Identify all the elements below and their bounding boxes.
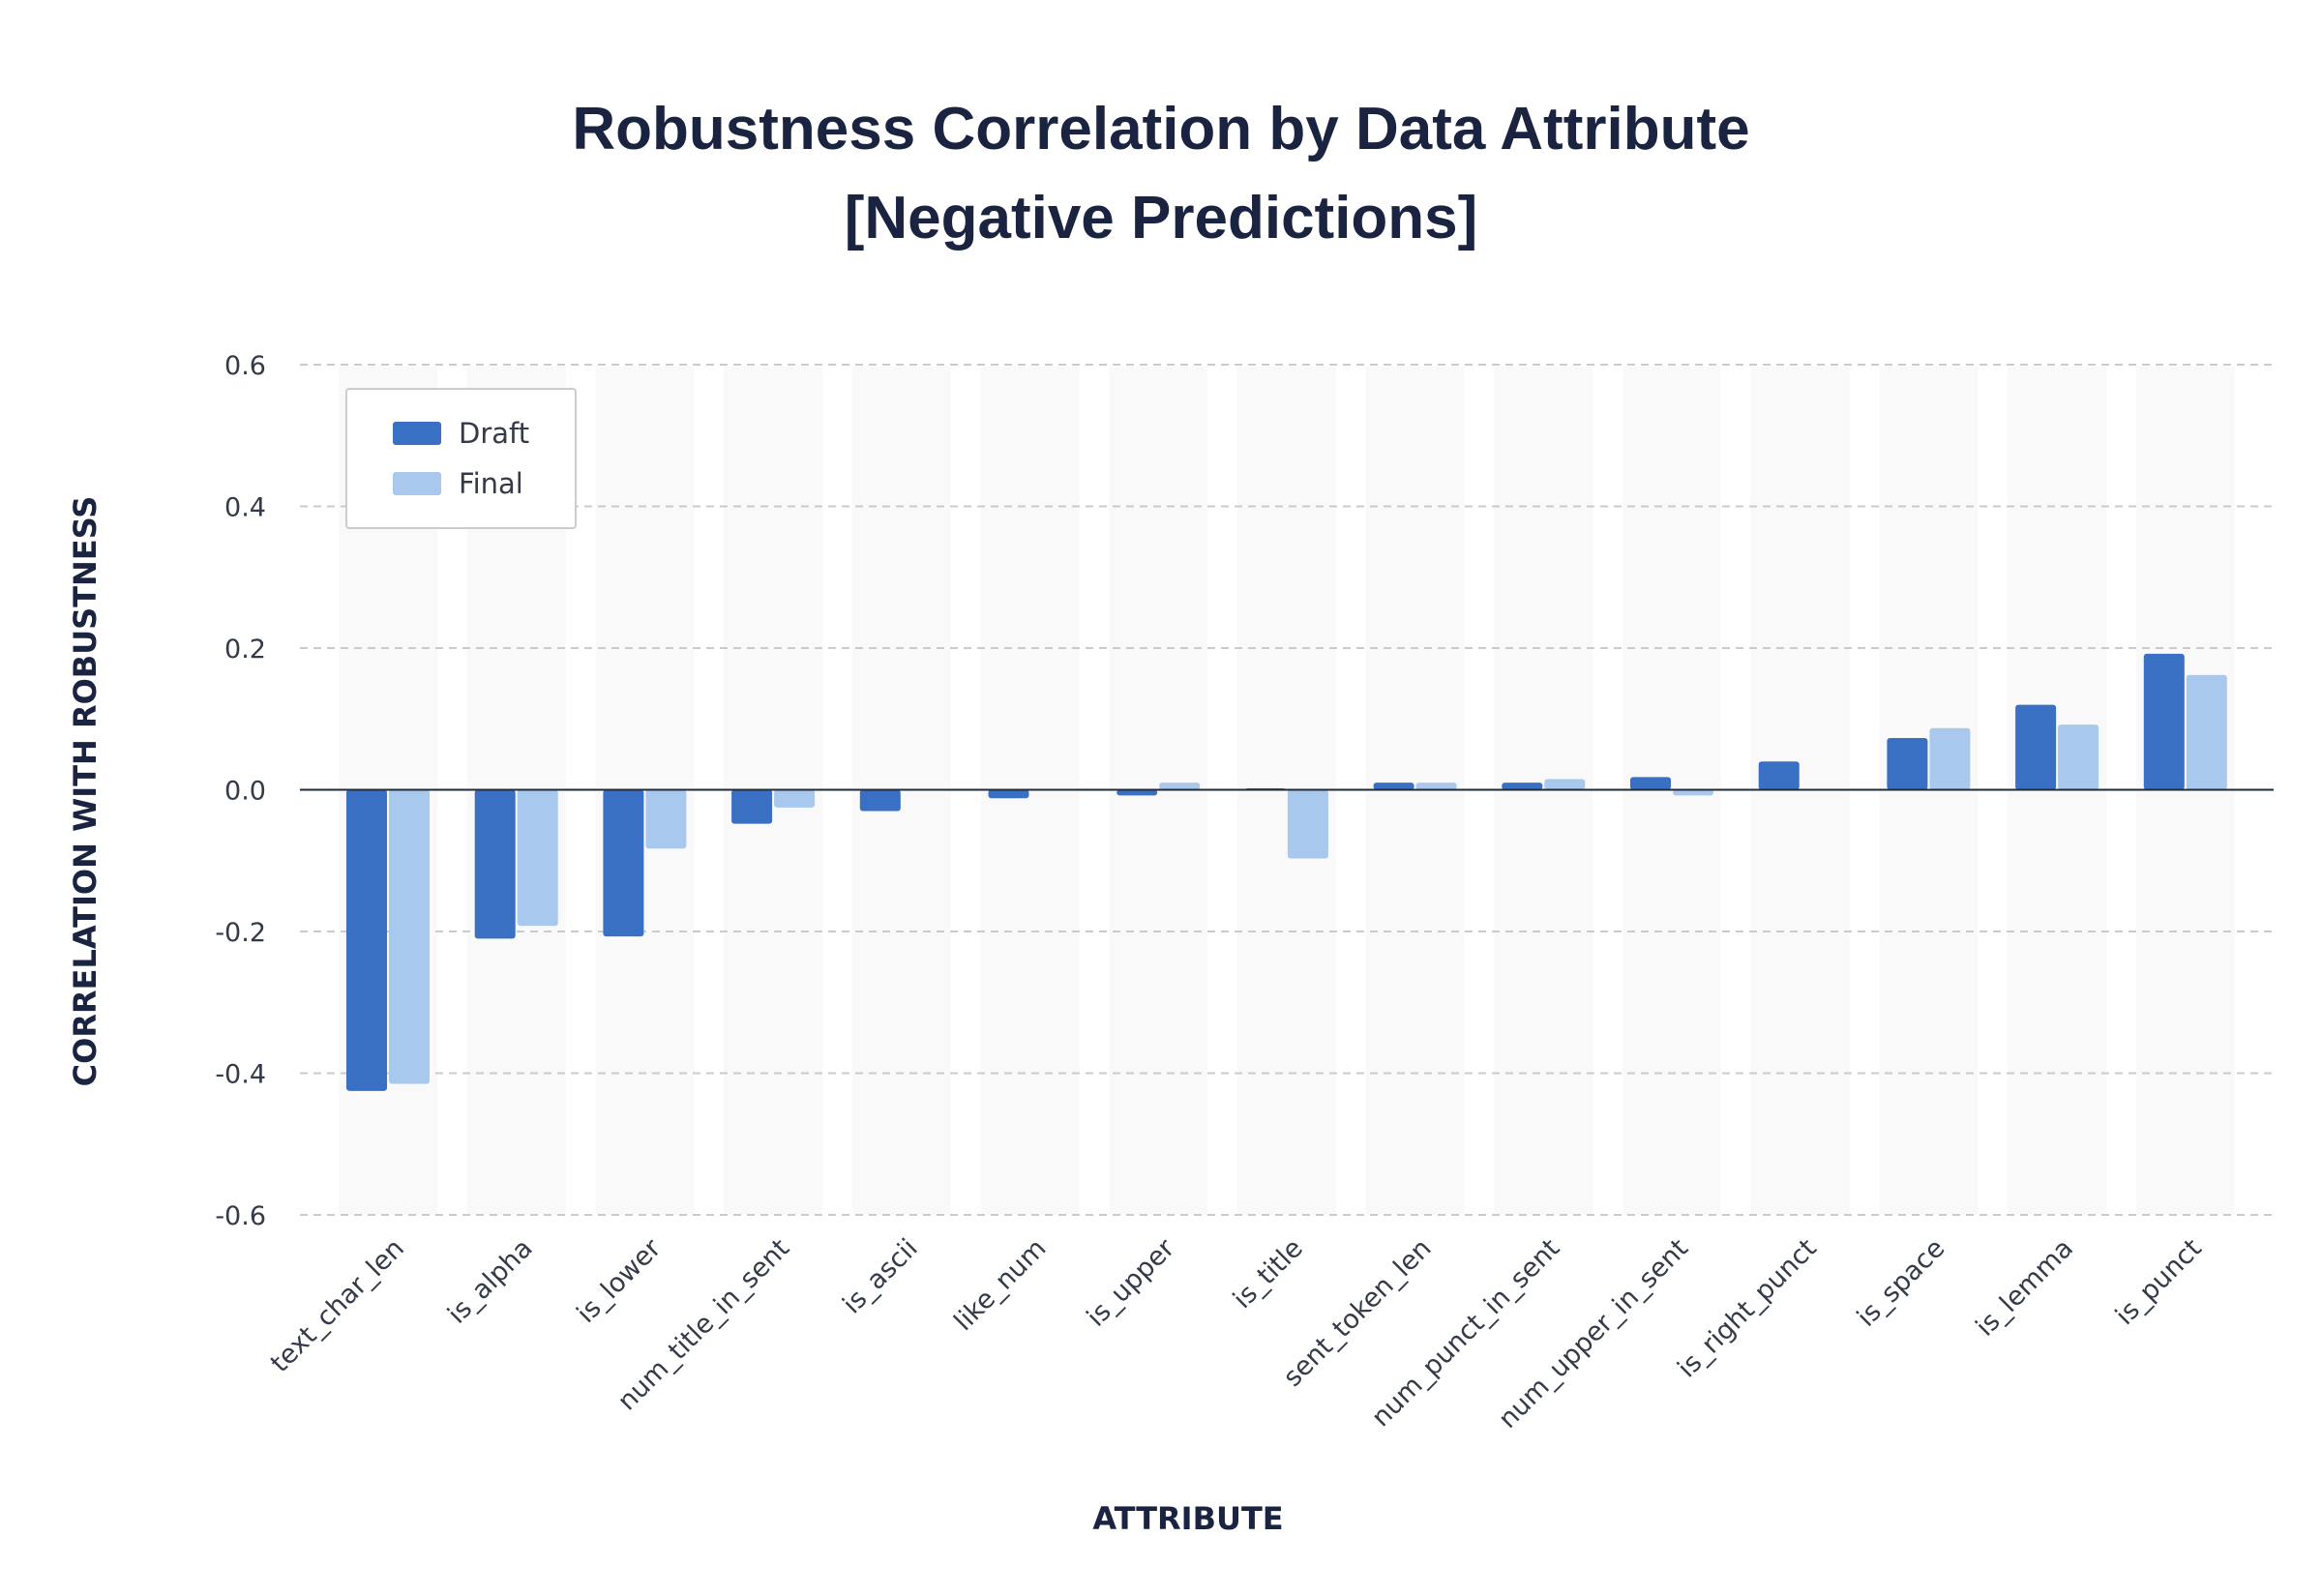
bar-final-is-title	[1287, 789, 1328, 859]
legend-swatch-draft	[393, 422, 441, 445]
bar-final-is-alpha	[517, 789, 558, 927]
y-tick-label: 0.6	[224, 351, 266, 381]
chart-title: Robustness Correlation by Data Attribute…	[0, 85, 2322, 263]
bar-final-num-upper-in-sent	[1673, 789, 1713, 796]
bar-final-is-upper	[1159, 783, 1201, 790]
bar-draft-is-lemma	[2015, 704, 2057, 790]
bar-draft-is-lower	[603, 789, 644, 937]
bar-draft-like-num	[988, 789, 1029, 799]
x-tick-label: is_right_punct	[1672, 1233, 1822, 1383]
bar-draft-is-punct	[2143, 653, 2185, 790]
bar-draft-num-upper-in-sent	[1630, 777, 1671, 790]
x-tick-label: text_char_len	[265, 1233, 410, 1378]
legend: Draft Final	[345, 388, 577, 529]
bar-final-is-punct	[2186, 674, 2227, 790]
chart-subtitle: [Negative Predictions]	[844, 185, 1478, 251]
gridlines	[300, 364, 2274, 1216]
x-tick-label: is_punct	[2110, 1233, 2208, 1331]
bar-final-is-lower	[645, 789, 687, 849]
x-tick-label: is_title	[1228, 1233, 1309, 1315]
x-tick-label: is_lower	[571, 1232, 668, 1329]
y-tick-label: 0.0	[224, 777, 266, 807]
bar-final-is-space	[1929, 727, 1971, 790]
bar-draft-is-space	[1887, 738, 1928, 790]
bar-draft-is-upper	[1116, 789, 1158, 796]
bar-draft-text-char-len	[346, 789, 387, 1091]
y-tick-label: 0.2	[224, 635, 266, 665]
chart-title-line: Robustness Correlation by Data Attribute	[572, 96, 1750, 163]
y-axis-title: CORRELATION WITH ROBUSTNESS	[67, 496, 104, 1087]
bar-final-num-punct-in-sent	[1544, 779, 1586, 790]
legend-label-draft: Draft	[459, 417, 529, 450]
bar-final-text-char-len	[389, 789, 430, 1084]
x-tick-label: is_lemma	[1970, 1233, 2079, 1343]
legend-label-final: Final	[459, 467, 523, 500]
x-axis-title: ATTRIBUTE	[1092, 1500, 1283, 1537]
bar-final-sent-token-len	[1415, 783, 1457, 790]
bar-draft-is-right-punct	[1758, 761, 1800, 790]
bar-final-num-title-in-sent	[774, 789, 816, 808]
bars	[346, 653, 2227, 1091]
bar-draft-num-punct-in-sent	[1502, 783, 1543, 790]
y-tick-label: -0.4	[215, 1060, 266, 1090]
y-tick-label: -0.2	[215, 918, 266, 948]
bar-draft-is-ascii	[859, 789, 901, 812]
y-tick-label: -0.6	[215, 1201, 266, 1231]
bar-draft-num-title-in-sent	[731, 789, 773, 824]
legend-box	[345, 388, 577, 529]
x-tick-labels: text_char_len is_alpha is_lowernum_title_i…	[265, 1232, 2208, 1434]
x-tick-label: is_upper	[1081, 1232, 1180, 1332]
y-tick-labels: 0.6 0.4 0.2 0.0 -0.2 -0.4 -0.6	[215, 351, 266, 1231]
x-tick-label: like_num	[948, 1233, 1052, 1337]
x-tick-label: is_space	[1852, 1233, 1951, 1333]
bar-draft-is-alpha	[474, 789, 516, 939]
x-tick-label: is_ascii	[837, 1233, 923, 1319]
x-tick-label: is_alpha	[442, 1233, 539, 1330]
legend-swatch-final	[393, 472, 441, 495]
bar-final-is-lemma	[2058, 724, 2099, 790]
y-tick-label: 0.4	[224, 493, 266, 523]
bar-draft-sent-token-len	[1373, 783, 1414, 790]
